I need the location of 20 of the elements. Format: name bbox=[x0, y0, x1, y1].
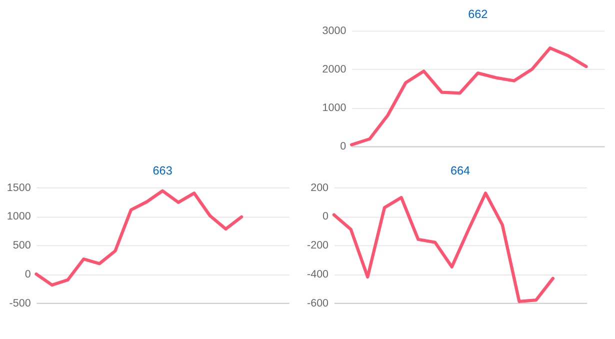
line-series bbox=[350, 46, 588, 146]
y-tick-label: 1000 bbox=[6, 210, 31, 223]
y-tick-label: 200 bbox=[310, 182, 329, 194]
y-tick-label: 0 bbox=[340, 140, 346, 153]
y-tick-label: 1000 bbox=[322, 102, 346, 114]
y-tick-label: -200 bbox=[306, 240, 329, 252]
y-tick-label: 500 bbox=[12, 240, 31, 252]
line-series bbox=[332, 192, 554, 304]
chart-title: 663 bbox=[152, 164, 173, 178]
y-tick-label: -400 bbox=[306, 268, 329, 280]
chart-title: 664 bbox=[450, 164, 471, 178]
y-tick-label: -600 bbox=[306, 297, 329, 310]
line-series bbox=[34, 189, 244, 287]
y-tick-label: 1500 bbox=[6, 182, 31, 194]
chart-title: 662 bbox=[468, 8, 488, 21]
y-tick-label: 3000 bbox=[322, 25, 346, 38]
y-tick-label: 0 bbox=[24, 268, 31, 280]
y-tick-label: 2000 bbox=[322, 64, 346, 76]
y-tick-label: 0 bbox=[322, 210, 329, 223]
y-tick-label: -500 bbox=[9, 297, 31, 310]
